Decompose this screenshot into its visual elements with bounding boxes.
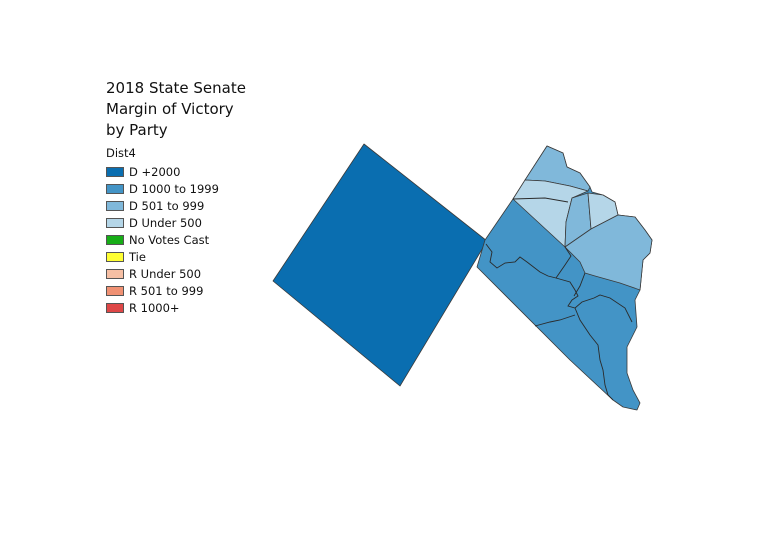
legend-swatch [106,234,124,245]
legend-swatch [106,166,124,177]
legend-swatch [106,183,124,194]
legend-swatch [106,251,124,262]
legend-label: No Votes Cast [129,232,210,247]
legend-label: Tie [129,249,146,264]
legend-item: R Under 500 [106,265,219,282]
legend-swatch [106,302,124,313]
legend-item: R 1000+ [106,299,219,316]
legend-item: D Under 500 [106,214,219,231]
legend-label: D 1000 to 1999 [129,181,219,196]
district-region [272,143,488,387]
legend-label: D Under 500 [129,215,202,230]
legend-label: R Under 500 [129,266,202,281]
legend-label: R 1000+ [129,300,180,315]
legend-item: Tie [106,248,219,265]
boundary-line [512,197,569,203]
boundary-line [534,314,576,327]
legend-item: D 1000 to 1999 [106,180,219,197]
legend-label: R 501 to 999 [129,283,204,298]
boundary-line [573,272,586,297]
map-title: 2018 State Senate Margin of Victory by P… [106,78,246,141]
district-region [587,192,619,230]
district-region [564,214,653,291]
legend-field: Dist4 [106,146,136,160]
boundary-line [574,307,614,401]
legend-label: D 501 to 999 [129,198,205,213]
boundary-line [485,243,633,323]
legend-swatch [106,268,124,279]
legend-swatch [106,200,124,211]
legend-swatch [106,285,124,296]
legend-item: R 501 to 999 [106,282,219,299]
legend-item: No Votes Cast [106,231,219,248]
boundary-line [555,246,572,279]
legend-item: D +2000 [106,163,219,180]
title-line: by Party [106,121,168,139]
legend-item: D 501 to 999 [106,197,219,214]
legend-swatch [106,217,124,228]
legend: Dist4 D +2000 D 1000 to 1999 D 501 to 999 D… [106,146,219,316]
legend-label: D +2000 [129,164,181,179]
title-line: Margin of Victory [106,100,234,118]
title-line: 2018 State Senate [106,79,246,97]
